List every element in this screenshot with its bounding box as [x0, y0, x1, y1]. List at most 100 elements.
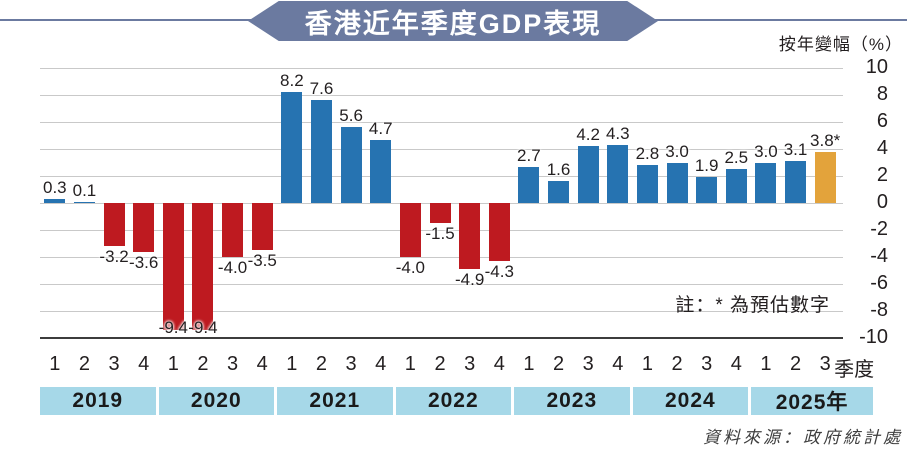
bar-value-label: 0.1: [72, 180, 97, 200]
year-band-segment: 2021: [277, 387, 393, 415]
bar: [103, 203, 125, 247]
bar-value-label: -4.0: [217, 258, 248, 277]
bar: [636, 165, 658, 203]
quarter-tick-label: 2: [552, 353, 565, 375]
bar-value-label: 0.3: [42, 177, 67, 197]
bar-value-label: 5.6: [339, 106, 363, 126]
title-banner: 香港近年季度GDP表現: [248, 1, 658, 41]
quarter-tick-label: 2: [789, 353, 802, 375]
quarter-tick-label: 1: [404, 353, 416, 375]
quarter-tick-label: 2: [434, 353, 446, 375]
page-title: 香港近年季度GDP表現: [304, 8, 602, 39]
bar: [607, 144, 629, 203]
bar-value-label: 4.2: [576, 125, 600, 145]
bar: [340, 127, 362, 203]
year-label: 2025年: [775, 391, 849, 414]
gridline: [40, 149, 843, 150]
gridline: [40, 122, 843, 123]
year-label: 2022: [427, 389, 479, 412]
quarter-tick-label: 1: [523, 353, 535, 375]
bar-value-label: -9.4: [158, 318, 188, 337]
year-label: 2023: [546, 389, 598, 412]
year-band-segment: 2025年: [751, 387, 873, 415]
quarter-tick-label: 3: [582, 353, 594, 375]
x-axis-line: [40, 337, 843, 339]
year-label: 2024: [664, 389, 716, 412]
gridline: [40, 284, 843, 285]
quarter-tick-label: 3: [819, 353, 831, 375]
quarter-tick-label: 2: [671, 353, 683, 375]
y-tick-label: -10: [859, 326, 888, 348]
bar: [755, 162, 777, 203]
bar: [281, 92, 303, 203]
quarter-tick-label: 1: [167, 353, 179, 375]
y-tick-label: 4: [876, 137, 888, 159]
bar: [577, 146, 599, 203]
year-band-segment: 2019: [40, 387, 156, 415]
y-tick-label: 10: [865, 56, 888, 78]
quarter-tick-label: 2: [197, 353, 209, 375]
bar: [162, 203, 184, 330]
quarter-tick-label: 3: [227, 353, 239, 375]
quarter-tick-label: 4: [138, 353, 150, 375]
gridline: [40, 95, 843, 96]
quarter-tick-label: 1: [49, 353, 61, 375]
y-tick-label: -8: [870, 299, 888, 321]
year-band-segment: 2023: [514, 387, 630, 415]
bar-value-label: 4.7: [368, 118, 393, 138]
bar-value-label: 3.8*: [810, 130, 841, 150]
year-label: 2021: [309, 389, 361, 412]
y-tick-label: -6: [870, 272, 888, 294]
bar-value-label: -4.9: [454, 270, 485, 290]
bar: [459, 203, 481, 270]
y-tick-label: 0: [876, 191, 888, 213]
gridline: [40, 257, 843, 258]
y-tick-label: 8: [876, 83, 888, 105]
bar-value-label: -3.6: [129, 252, 159, 272]
x-axis-suffix-label: 季度: [834, 359, 875, 381]
bar-value-label: -3.2: [99, 247, 129, 267]
bar: [310, 100, 332, 203]
quarter-tick-label: 4: [730, 353, 742, 375]
gridline: [40, 311, 843, 312]
bar-value-label: 2.8: [635, 144, 660, 164]
bar: [370, 139, 392, 203]
bar-value-label: 7.6: [309, 79, 334, 99]
bar-value-label: -3.5: [247, 251, 277, 271]
bar: [429, 203, 451, 224]
footnote: 註：* 為預估數字: [675, 295, 830, 316]
bar: [785, 161, 807, 203]
bar-value-label: 8.2: [280, 71, 304, 91]
year-label: 2019: [72, 389, 124, 412]
bar-value-label: 2.7: [517, 145, 541, 165]
bar: [399, 203, 421, 257]
bar: [192, 203, 214, 330]
bar: [518, 166, 540, 203]
bar-value-label: 2.5: [724, 148, 749, 168]
gridline: [40, 68, 843, 69]
quarter-tick-label: 3: [464, 353, 476, 375]
source-credit: 資料來源：政府統計處: [703, 428, 903, 448]
quarter-tick-label: 1: [286, 353, 298, 375]
bar-value-label: 1.6: [546, 160, 571, 180]
bar: [666, 162, 688, 203]
gridline: [40, 230, 843, 231]
year-band-segment: 2020: [158, 387, 275, 415]
bar-value-label: -4.3: [484, 262, 514, 282]
bar-value-label: 3.1: [783, 140, 808, 160]
bar: [696, 177, 718, 203]
bar-value-label: 3.0: [754, 141, 778, 161]
quarter-tick-label: 4: [256, 353, 268, 375]
bar-value-label: -1.5: [425, 224, 455, 244]
bar-value-label: -4.0: [395, 258, 426, 277]
bar: [251, 203, 273, 251]
bar: [73, 201, 95, 203]
quarter-tick-label: 1: [760, 353, 772, 375]
quarter-tick-label: 3: [345, 353, 357, 375]
y-tick-label: 6: [876, 110, 888, 132]
y-axis-unit-label: 按年變幅（%）: [778, 35, 903, 54]
bar: [548, 181, 570, 203]
y-tick-label: 2: [876, 164, 888, 186]
